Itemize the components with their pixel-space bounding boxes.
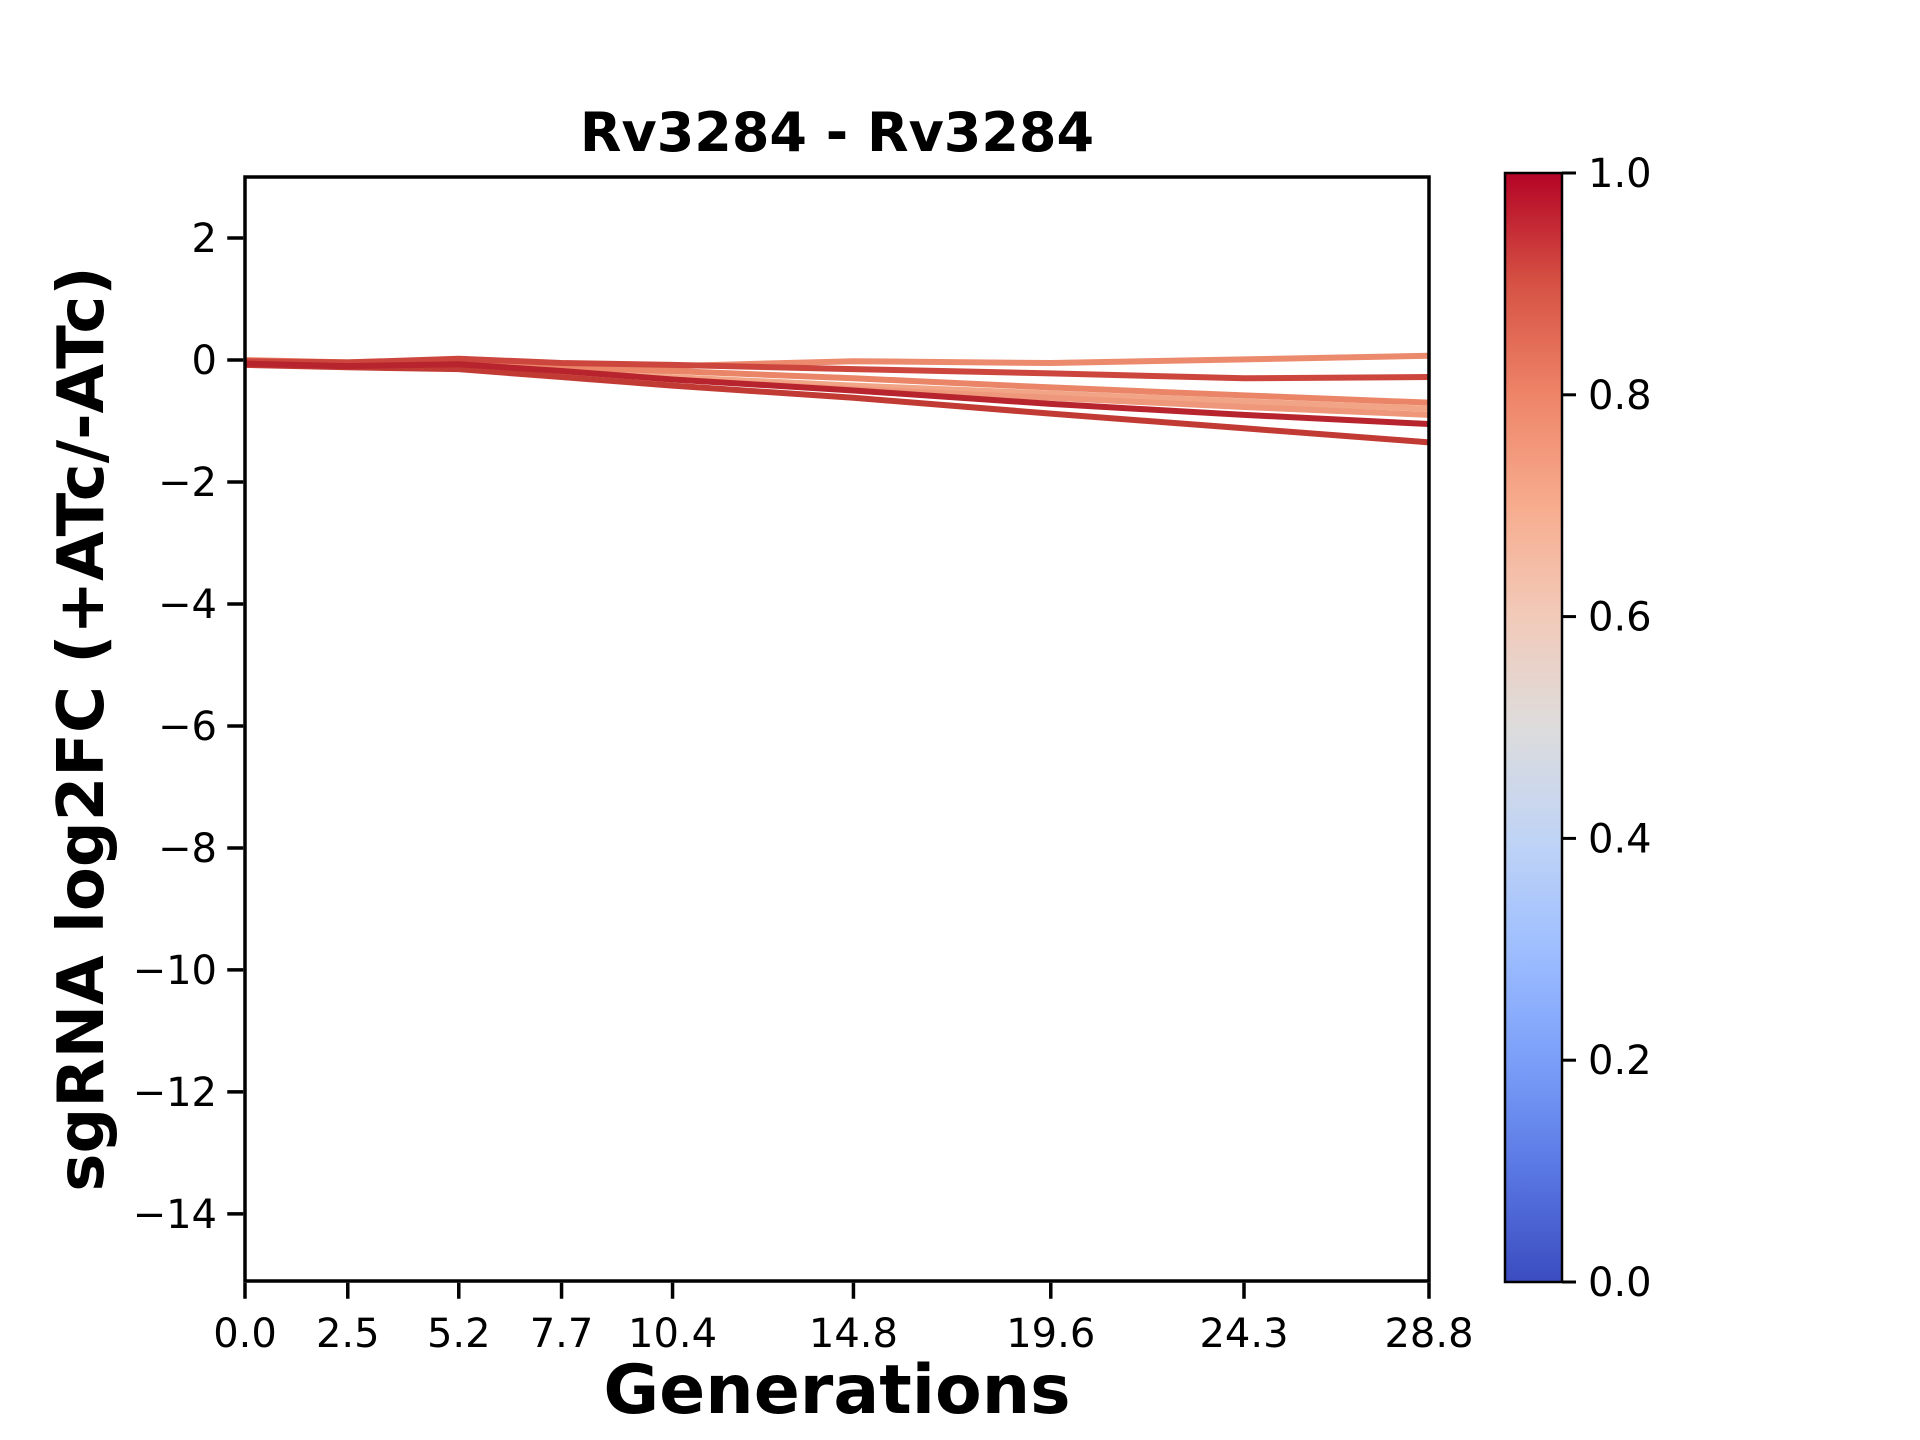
y-tick-label: −4 bbox=[158, 582, 217, 628]
x-tick-label: 2.5 bbox=[316, 1311, 380, 1357]
colorbar-tick-label: 0.6 bbox=[1588, 595, 1652, 641]
y-tick-label: 2 bbox=[192, 216, 217, 262]
x-tick-label: 28.8 bbox=[1384, 1311, 1473, 1357]
x-tick-label: 19.6 bbox=[1006, 1311, 1095, 1357]
x-tick-label: 10.4 bbox=[628, 1311, 717, 1357]
plot-frame bbox=[243, 175, 1431, 1283]
y-tick-label: −12 bbox=[133, 1070, 217, 1116]
colorbar-tick-label: 1.0 bbox=[1588, 151, 1652, 197]
y-tick-label: −14 bbox=[133, 1192, 217, 1238]
x-tick-label: 0.0 bbox=[213, 1311, 277, 1357]
colorbar bbox=[1503, 171, 1564, 1284]
x-tick-label: 7.7 bbox=[530, 1311, 594, 1357]
colorbar-tick-label: 0.2 bbox=[1588, 1038, 1652, 1084]
y-tick-label: −8 bbox=[158, 826, 217, 872]
y-tick-label: −10 bbox=[133, 948, 217, 994]
x-tick-label: 5.2 bbox=[427, 1311, 491, 1357]
colorbar-tick-label: 0.0 bbox=[1588, 1260, 1652, 1306]
x-tick-label: 24.3 bbox=[1199, 1311, 1288, 1357]
colorbar-tick-label: 0.4 bbox=[1588, 816, 1652, 862]
series-line-sgRNA-6 bbox=[244, 360, 1430, 428]
x-axis-label: Generations bbox=[603, 1351, 1071, 1430]
y-tick-label: −6 bbox=[158, 704, 217, 750]
x-tick-label: 14.8 bbox=[809, 1311, 898, 1357]
y-tick-label: 0 bbox=[192, 338, 217, 384]
colorbar-tick-label: 0.8 bbox=[1588, 373, 1652, 419]
chart-title: Rv3284 - Rv3284 bbox=[579, 101, 1095, 164]
y-tick-label: −2 bbox=[158, 460, 217, 506]
series-line-sgRNA-2 bbox=[244, 355, 1430, 382]
